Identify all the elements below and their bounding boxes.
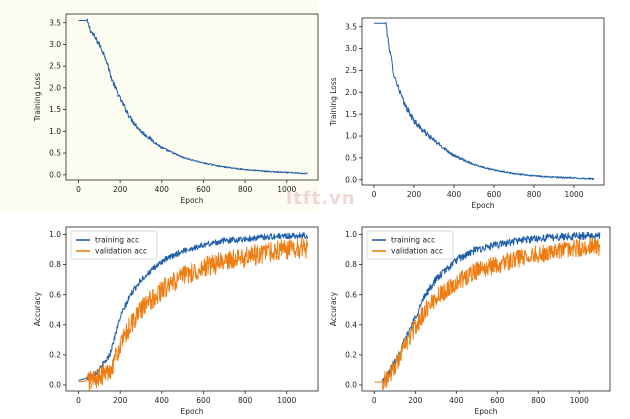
x-axis-label: Epoch bbox=[181, 407, 204, 416]
y-tick-label: 2.0 bbox=[345, 88, 357, 97]
x-tick-label: 1000 bbox=[570, 396, 589, 405]
y-tick-label: 0.8 bbox=[345, 260, 357, 269]
y-tick-label: 2.5 bbox=[345, 66, 357, 75]
x-axis-label: Epoch bbox=[472, 201, 495, 210]
y-tick-label: 0.8 bbox=[49, 260, 61, 269]
x-tick-label: 0 bbox=[76, 396, 81, 405]
legend-box bbox=[70, 230, 158, 260]
y-tick-label: 0.0 bbox=[49, 381, 61, 390]
y-tick-label: 0.4 bbox=[345, 320, 357, 329]
x-tick-label: 1000 bbox=[277, 185, 296, 194]
y-tick-label: 2.5 bbox=[49, 62, 61, 71]
x-tick-label: 0 bbox=[372, 190, 377, 199]
y-tick-label: 1.0 bbox=[49, 127, 61, 136]
chart-panel-acc-left: 0 200 400 600 800 1000 0.0 0.2 0.4 0.6 0.8 1.0 Epoch… bbox=[0, 214, 319, 419]
x-tick-label: 800 bbox=[238, 185, 253, 194]
legend-label: training acc bbox=[95, 236, 139, 245]
y-tick-label: 0.5 bbox=[49, 149, 61, 158]
y-tick-label: 1.0 bbox=[345, 230, 357, 239]
chart-panel-acc-right: 0 200 400 600 800 1000 0.0 0.2 0.4 0.6 0.8 1.0 Epoch… bbox=[322, 214, 630, 419]
chart-panel-loss-left: 0 200 400 600 800 1000 0.0 0.5 1.0 1.5 2.0 2.5 3.0 3.… bbox=[0, 0, 319, 210]
x-tick-label: 600 bbox=[196, 185, 211, 194]
x-tick-label: 0 bbox=[372, 396, 377, 405]
x-tick-label: 1000 bbox=[277, 396, 296, 405]
x-tick-label: 800 bbox=[531, 396, 546, 405]
series-line-validation-acc bbox=[78, 237, 309, 391]
x-axis-label: Epoch bbox=[181, 196, 204, 205]
y-tick-label: 3.5 bbox=[49, 18, 61, 27]
x-tick-label: 1000 bbox=[564, 190, 583, 199]
series-line-training-acc bbox=[374, 231, 601, 386]
y-tick-label: 0.0 bbox=[345, 175, 357, 184]
y-axis-label: Training Loss bbox=[329, 77, 338, 127]
y-tick-label: 0.6 bbox=[345, 290, 357, 299]
y-axis-label: Training Loss bbox=[33, 73, 42, 123]
y-tick-label: 3.0 bbox=[49, 40, 61, 49]
series-line-training-loss bbox=[373, 21, 595, 181]
y-tick-label: 1.0 bbox=[345, 132, 357, 141]
y-tick-label: 2.0 bbox=[49, 83, 61, 92]
y-tick-label: 0.5 bbox=[345, 153, 357, 162]
watermark: ltft.vn bbox=[286, 188, 356, 209]
x-tick-label: 800 bbox=[238, 396, 253, 405]
loss-chart-left: 0 200 400 600 800 1000 0.0 0.5 1.0 1.5 2.0 2.5 3.0 3.… bbox=[33, 13, 319, 205]
x-tick-label: 200 bbox=[407, 190, 422, 199]
y-tick-label: 0.2 bbox=[345, 350, 357, 359]
legend-label: training acc bbox=[391, 236, 435, 245]
series-line-training-acc bbox=[78, 232, 309, 381]
x-tick-label: 0 bbox=[76, 185, 81, 194]
plot-frame bbox=[65, 13, 319, 181]
y-tick-label: 0.6 bbox=[49, 290, 61, 299]
plot-frame bbox=[65, 226, 319, 392]
x-tick-label: 600 bbox=[487, 190, 502, 199]
y-tick-label: 0.2 bbox=[49, 350, 61, 359]
loss-chart-right: 0 200 400 600 800 1000 0.0 0.5 1.0 1.5 2.0 2.5 3.0 3.… bbox=[329, 17, 605, 210]
x-axis-label: Epoch bbox=[475, 407, 498, 416]
series-line-validation-acc bbox=[374, 237, 601, 391]
legend-box bbox=[366, 230, 454, 260]
y-axis-label: Accuracy bbox=[329, 291, 338, 326]
y-tick-label: 3.5 bbox=[345, 22, 357, 31]
x-tick-label: 200 bbox=[113, 185, 128, 194]
plot-frame bbox=[361, 17, 605, 186]
x-tick-label: 600 bbox=[196, 396, 211, 405]
y-tick-label: 3.0 bbox=[345, 44, 357, 53]
y-axis-label: Accuracy bbox=[33, 291, 42, 326]
x-tick-label: 200 bbox=[113, 396, 128, 405]
x-tick-label: 400 bbox=[155, 185, 170, 194]
x-tick-label: 400 bbox=[449, 396, 464, 405]
x-tick-label: 400 bbox=[155, 396, 170, 405]
legend-label: validation acc bbox=[95, 247, 147, 256]
y-tick-label: 1.5 bbox=[345, 110, 357, 119]
legend-label: validation acc bbox=[391, 247, 443, 256]
x-tick-label: 400 bbox=[447, 190, 462, 199]
accuracy-chart-right: 0 200 400 600 800 1000 0.0 0.2 0.4 0.6 0.8 1.0 Epoch… bbox=[329, 226, 611, 416]
accuracy-chart-left: 0 200 400 600 800 1000 0.0 0.2 0.4 0.6 0.8 1.0 Epoch… bbox=[33, 226, 319, 416]
x-tick-label: 600 bbox=[490, 396, 505, 405]
chart-panel-loss-right: 0 200 400 600 800 1000 0.0 0.5 1.0 1.5 2.0 2.5 3.0 3.… bbox=[322, 0, 630, 210]
x-tick-label: 800 bbox=[527, 190, 542, 199]
y-tick-label: 0.0 bbox=[49, 170, 61, 179]
y-tick-label: 1.0 bbox=[49, 230, 61, 239]
series-line-training-loss bbox=[78, 18, 308, 175]
y-tick-label: 0.4 bbox=[49, 320, 61, 329]
x-tick-label: 200 bbox=[408, 396, 423, 405]
y-tick-label: 1.5 bbox=[49, 105, 61, 114]
plot-frame bbox=[361, 226, 611, 392]
y-tick-label: 0.0 bbox=[345, 381, 357, 390]
